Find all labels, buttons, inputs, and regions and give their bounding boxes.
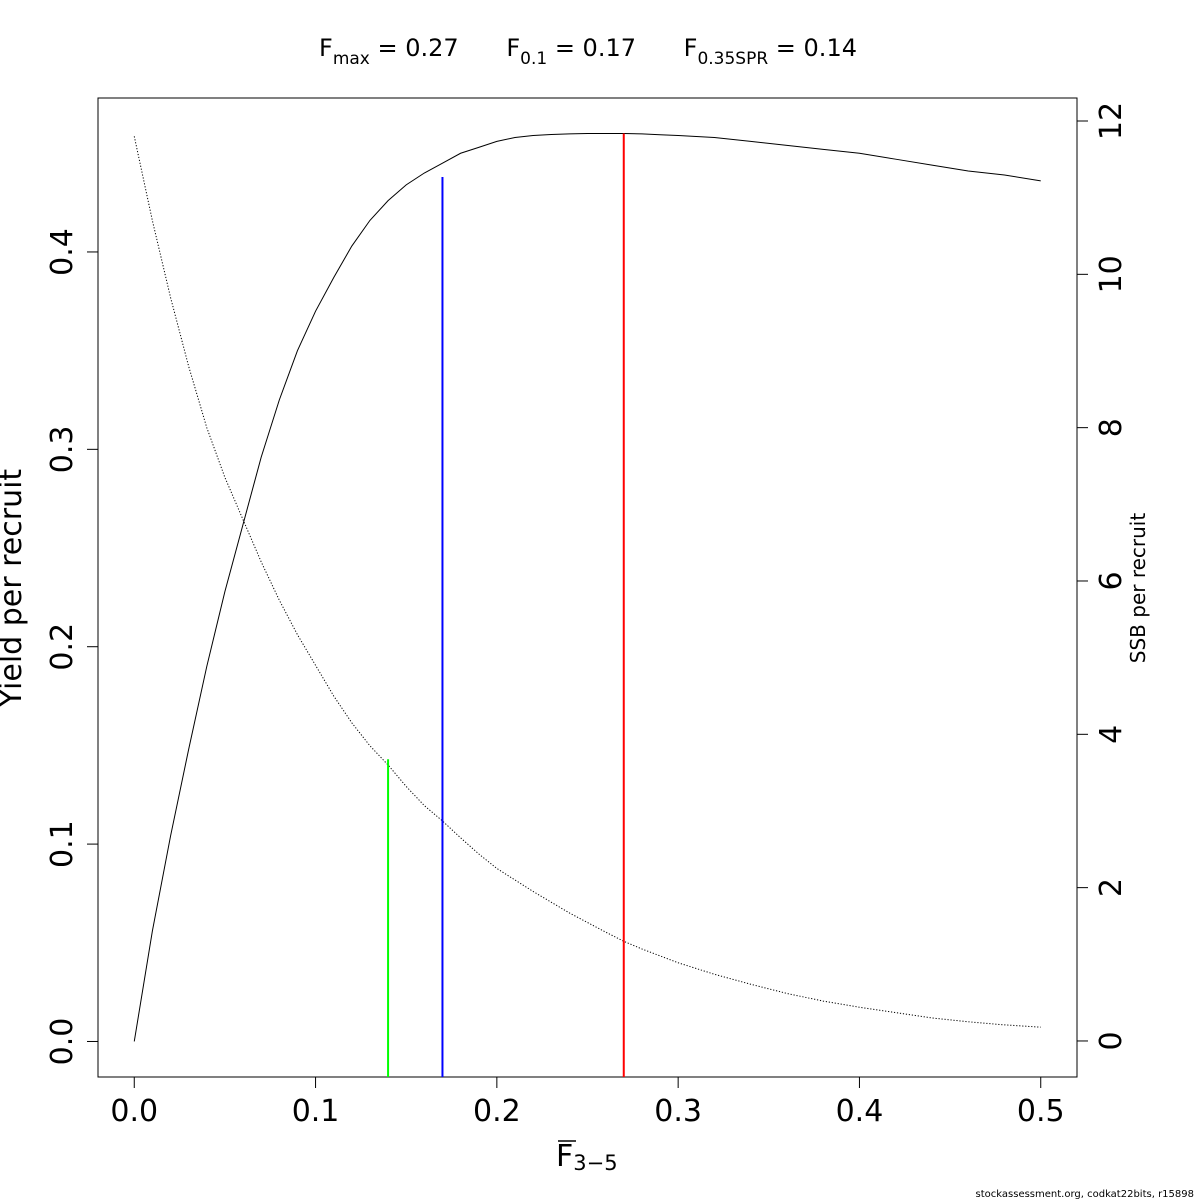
y-axis-left-title: Yield per recruit xyxy=(0,469,29,709)
x-tick-label: 0.1 xyxy=(292,1094,340,1129)
y-right-tick-label: 0 xyxy=(1094,1031,1129,1050)
x-axis-title-main: F xyxy=(556,1139,573,1174)
footer-credit: stockassessment.org, codkat22bits, r1589… xyxy=(976,1189,1194,1200)
y-axis-right: 0 2 4 6 8 10 12 xyxy=(1076,102,1129,1051)
y-right-tick-label: 10 xyxy=(1094,255,1129,293)
y-axis-left: 0.0 0.1 0.2 0.3 0.4 xyxy=(45,228,99,1066)
f01-label: F0.1 = 0.17 xyxy=(506,34,643,69)
y-left-tick-label: 0.2 xyxy=(45,623,80,671)
svg-text:F3−5: F3−5 xyxy=(556,1139,618,1175)
y-left-tick-label: 0.1 xyxy=(45,820,80,868)
y-left-tick-label: 0.3 xyxy=(45,425,80,473)
y-axis-right-title: SSB per recruit xyxy=(1126,513,1150,664)
x-axis-title: F3−5 xyxy=(556,1139,618,1175)
y-left-tick-label: 0.4 xyxy=(45,228,80,276)
x-tick-label: 0.2 xyxy=(473,1094,521,1129)
y-right-tick-label: 6 xyxy=(1094,571,1129,590)
fmax-label: Fmax = 0.27 xyxy=(319,34,466,69)
x-axis-title-sub: 3−5 xyxy=(573,1151,617,1175)
x-tick-label: 0.4 xyxy=(836,1094,884,1129)
x-tick-label: 0.3 xyxy=(654,1094,702,1129)
x-axis: 0.0 0.1 0.2 0.3 0.4 0.5 xyxy=(110,1076,1065,1129)
y-left-tick-label: 0.0 xyxy=(45,1018,80,1066)
y-right-tick-label: 12 xyxy=(1094,102,1129,140)
chart-title: Fmax = 0.27 F0.1 = 0.17 F0.35SPR = 0.14 xyxy=(319,34,857,69)
y-right-tick-label: 4 xyxy=(1094,725,1129,744)
y-right-tick-label: 2 xyxy=(1094,878,1129,897)
f035spr-label: F0.35SPR = 0.14 xyxy=(684,34,857,69)
x-tick-label: 0.0 xyxy=(110,1094,158,1129)
reference-lines xyxy=(387,133,625,1077)
x-tick-label: 0.5 xyxy=(1017,1094,1065,1129)
yield-per-recruit-curve xyxy=(133,133,1041,1042)
plot-frame xyxy=(97,97,1078,1078)
series-layer xyxy=(133,133,1041,1042)
ssb-per-recruit-curve xyxy=(133,136,1041,1028)
y-right-tick-label: 8 xyxy=(1094,418,1129,437)
